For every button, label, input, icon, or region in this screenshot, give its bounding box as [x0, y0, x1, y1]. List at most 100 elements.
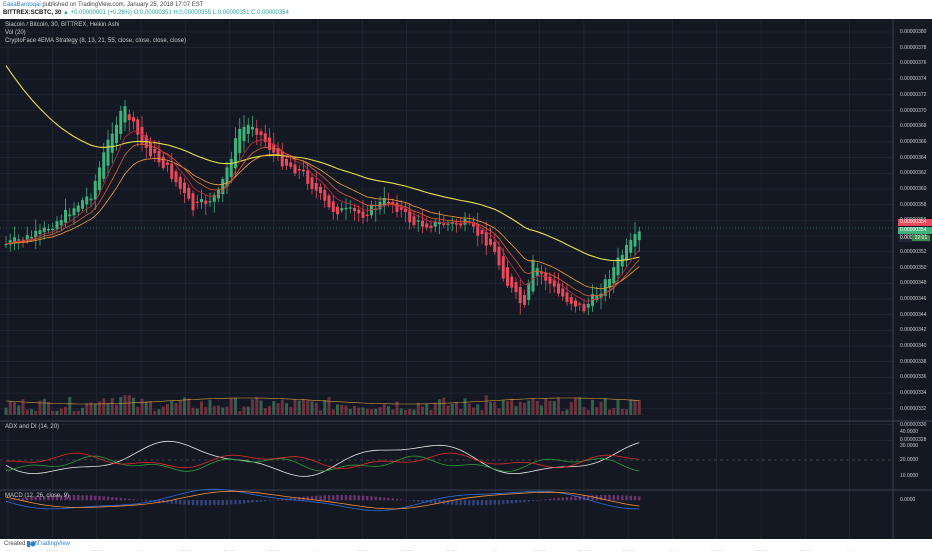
macd-histogram-bar — [77, 495, 79, 500]
macd-histogram-bar — [549, 499, 551, 500]
macd-histogram-bar — [264, 500, 266, 501]
volume-bar — [621, 409, 624, 415]
ohlc-open: O:0.00000351 — [134, 10, 172, 16]
macd-histogram-bar — [132, 499, 134, 500]
volume-bar — [396, 401, 399, 415]
volume-bar — [366, 409, 369, 415]
candle-body — [306, 171, 309, 184]
volume-bar — [238, 411, 241, 415]
volume-bar — [145, 402, 148, 415]
volume-bar — [493, 402, 496, 415]
volume-bar — [136, 407, 139, 415]
candle-body — [107, 140, 110, 166]
volume-bar — [379, 407, 382, 415]
author-link[interactable]: EakaBarooqai — [3, 2, 41, 8]
volume-bar — [417, 403, 420, 415]
chart-canvas[interactable] — [0, 19, 932, 539]
volume-bar — [587, 410, 590, 415]
volume-bar — [583, 407, 586, 415]
macd-histogram-bar — [528, 500, 530, 502]
macd-histogram-bar — [379, 497, 381, 500]
volume-bar — [357, 407, 360, 415]
macd-histogram-bar — [447, 500, 449, 504]
volume-bar — [408, 409, 411, 415]
volume-bar — [68, 397, 71, 415]
footer: Created with TradingView — [0, 539, 932, 550]
volume-bar — [566, 410, 569, 415]
macd-histogram-bar — [387, 498, 389, 500]
candle-body — [243, 127, 246, 141]
volume-bar — [221, 408, 224, 415]
candle-body — [612, 267, 615, 283]
macd-tick-label: 0.0000 — [900, 497, 915, 503]
adx-tick-label: 30.0000 — [900, 443, 918, 449]
candle-body — [260, 131, 263, 135]
candle-body — [498, 247, 501, 265]
macd-histogram-bar — [196, 500, 198, 505]
price-tick-label: 0.00000348 — [900, 280, 926, 286]
candle-body — [481, 230, 484, 234]
publish-header: EakaBarooqai published on TradingView.co… — [0, 0, 932, 19]
candle-body — [336, 207, 339, 215]
price-tick-label: 0.00000340 — [900, 343, 926, 349]
macd-histogram-bar — [485, 500, 487, 505]
publish-line: EakaBarooqai published on TradingView.co… — [3, 2, 203, 9]
volume-bar — [111, 398, 114, 415]
volume-bar — [434, 403, 437, 415]
volume-bar — [277, 403, 280, 415]
volume-bar — [230, 398, 233, 415]
candle-body — [226, 167, 229, 186]
candle-body — [247, 125, 250, 134]
macd-histogram-bar — [532, 500, 534, 501]
macd-histogram-bar — [9, 500, 11, 501]
candle-body — [447, 224, 450, 225]
macd-histogram-bar — [506, 500, 508, 504]
volume-bar — [455, 402, 458, 415]
strategy-legend: CryptoFace 4EMA Strategy (8, 13, 21, 55,… — [5, 38, 186, 44]
volume-bar — [485, 395, 488, 415]
candle-body — [387, 202, 390, 203]
macd-histogram-bar — [243, 500, 245, 503]
candle-body — [502, 256, 505, 278]
volume-bar — [447, 405, 450, 415]
volume-bar — [247, 407, 250, 415]
volume-bar — [302, 399, 305, 415]
price-tick-label: 0.00000372 — [900, 92, 926, 98]
tradingview-brand[interactable]: TradingView — [37, 541, 70, 547]
volume-bar — [536, 401, 539, 415]
volume-bar — [349, 409, 352, 415]
volume-bar — [544, 399, 547, 415]
candle-body — [77, 206, 80, 212]
chart-area[interactable]: Siacoin / Bitcoin, 30, BITTREX, Heikin A… — [0, 19, 932, 539]
candle-body — [536, 268, 539, 276]
candle-body — [124, 106, 127, 122]
volume-bar — [30, 409, 33, 415]
price-tick-label: 0.00000344 — [900, 312, 926, 318]
candle-body — [81, 200, 84, 209]
macd-histogram-bar — [353, 495, 355, 500]
candle-body — [493, 242, 496, 252]
volume-bar — [404, 410, 407, 415]
macd-histogram-bar — [613, 495, 615, 500]
volume-bar — [192, 408, 195, 415]
price-tick-label: 0.00000338 — [900, 359, 926, 365]
macd-histogram-bar — [115, 497, 117, 500]
macd-histogram-bar — [634, 496, 636, 500]
macd-histogram-bar — [421, 500, 423, 502]
adx-tick-label: 40.0000 — [900, 429, 918, 435]
candle-body — [64, 210, 67, 223]
macd-histogram-bar — [600, 495, 602, 500]
volume-bar — [47, 402, 50, 415]
macd-histogram-bar — [137, 500, 139, 501]
volume-bar — [557, 397, 560, 415]
volume-bar — [574, 397, 577, 415]
volume-bar — [170, 400, 173, 415]
macd-histogram-bar — [468, 500, 470, 505]
volume-bar — [413, 410, 416, 415]
macd-histogram-bar — [502, 500, 504, 504]
macd-histogram-bar — [73, 495, 75, 500]
tradingview-logo-icon — [27, 540, 36, 550]
candle-body — [578, 304, 581, 305]
volume-bar — [442, 398, 445, 415]
candle-body — [489, 239, 492, 245]
